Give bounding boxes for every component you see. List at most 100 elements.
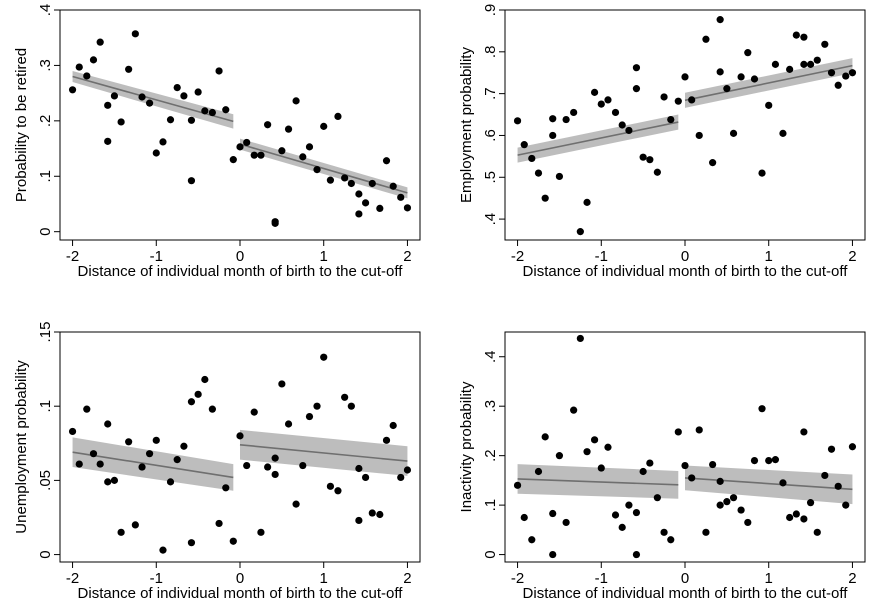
data-point: [104, 478, 112, 486]
data-point: [570, 108, 578, 117]
data-point: [800, 515, 808, 523]
data-point: [576, 334, 584, 343]
data-point: [271, 454, 279, 462]
x-tick-label: -2: [511, 248, 524, 265]
data-point: [611, 108, 620, 117]
data-point: [320, 353, 328, 361]
data-point: [660, 93, 668, 101]
data-point: [334, 112, 342, 121]
x-axis-label: Distance of individual month of birth to…: [78, 585, 404, 602]
data-point: [361, 199, 370, 207]
x-tick-label: 2: [848, 570, 856, 587]
data-point: [361, 473, 370, 482]
data-point: [368, 509, 376, 517]
data-point: [646, 459, 654, 467]
data-point: [83, 405, 91, 413]
data-point: [166, 116, 175, 124]
data-point: [723, 85, 731, 93]
data-point: [131, 521, 139, 529]
y-axis-label: Unemployment probability: [13, 360, 30, 534]
data-point: [145, 99, 154, 107]
data-point: [96, 460, 104, 468]
data-point: [555, 172, 564, 181]
data-point: [208, 405, 216, 413]
y-axis-label: Probability to be retired: [13, 48, 30, 202]
data-point: [117, 528, 125, 536]
fit-right-ci-band: [685, 465, 853, 505]
data-point: [848, 443, 857, 451]
data-point: [695, 426, 703, 434]
fit-right-line: [684, 64, 853, 102]
fit-left-line: [517, 121, 679, 156]
data-point: [187, 398, 196, 406]
data-point: [590, 88, 599, 96]
data-point: [257, 528, 265, 536]
data-point: [562, 115, 570, 124]
data-point: [625, 126, 633, 135]
data-point: [842, 72, 850, 80]
data-point: [292, 500, 300, 508]
fit-left-ci-band: [72, 70, 234, 129]
data-point: [513, 117, 522, 125]
data-point: [681, 461, 689, 470]
data-point: [779, 129, 787, 137]
data-point: [534, 169, 543, 177]
y-tick-label: .05: [37, 470, 54, 491]
data-point: [716, 16, 724, 24]
x-tick-label: 0: [681, 570, 689, 587]
data-point: [667, 115, 675, 124]
fit-left-line: [72, 451, 234, 479]
data-point: [821, 471, 829, 480]
data-point: [389, 421, 397, 430]
data-point: [583, 448, 591, 456]
data-point: [625, 501, 633, 509]
data-point: [313, 402, 321, 410]
data-point: [403, 466, 412, 474]
data-point: [278, 147, 286, 155]
data-point: [355, 210, 363, 218]
data-point: [83, 72, 91, 80]
data-point: [541, 194, 549, 202]
data-point: [382, 436, 391, 444]
data-point: [264, 463, 272, 471]
data-point: [236, 143, 244, 151]
data-point: [827, 445, 836, 453]
data-point: [152, 149, 160, 157]
data-point: [549, 131, 557, 140]
x-tick-label: 0: [236, 248, 244, 265]
data-point: [187, 116, 196, 124]
data-point: [243, 138, 251, 147]
y-tick-label: .3: [482, 400, 499, 413]
y-axis-label: Employment probability: [458, 47, 475, 203]
data-point: [229, 537, 237, 545]
data-point: [639, 467, 647, 476]
x-tick-label: -1: [595, 248, 608, 265]
data-point: [355, 464, 363, 473]
data-point: [744, 518, 752, 527]
y-tick-label: 0: [37, 228, 54, 236]
fit-right-line: [239, 443, 408, 462]
data-point: [222, 484, 230, 492]
y-tick-label: .1: [482, 499, 499, 512]
data-point: [821, 40, 829, 48]
data-point: [653, 168, 661, 176]
data-point: [632, 508, 641, 517]
data-point: [792, 31, 800, 39]
data-point: [376, 204, 384, 213]
data-point: [264, 121, 272, 129]
data-point: [744, 49, 752, 57]
data-point: [292, 97, 300, 105]
data-point: [716, 68, 724, 76]
data-point: [194, 390, 202, 398]
data-point: [842, 501, 850, 509]
data-point: [709, 460, 717, 469]
data-point: [590, 436, 599, 444]
y-tick-label: .6: [482, 129, 499, 142]
x-axis-label: Distance of individual month of birth to…: [523, 263, 849, 280]
x-tick-label: 0: [236, 570, 244, 587]
data-point: [125, 65, 133, 73]
data-point: [702, 35, 710, 43]
data-point: [674, 428, 682, 436]
data-point: [180, 92, 188, 100]
